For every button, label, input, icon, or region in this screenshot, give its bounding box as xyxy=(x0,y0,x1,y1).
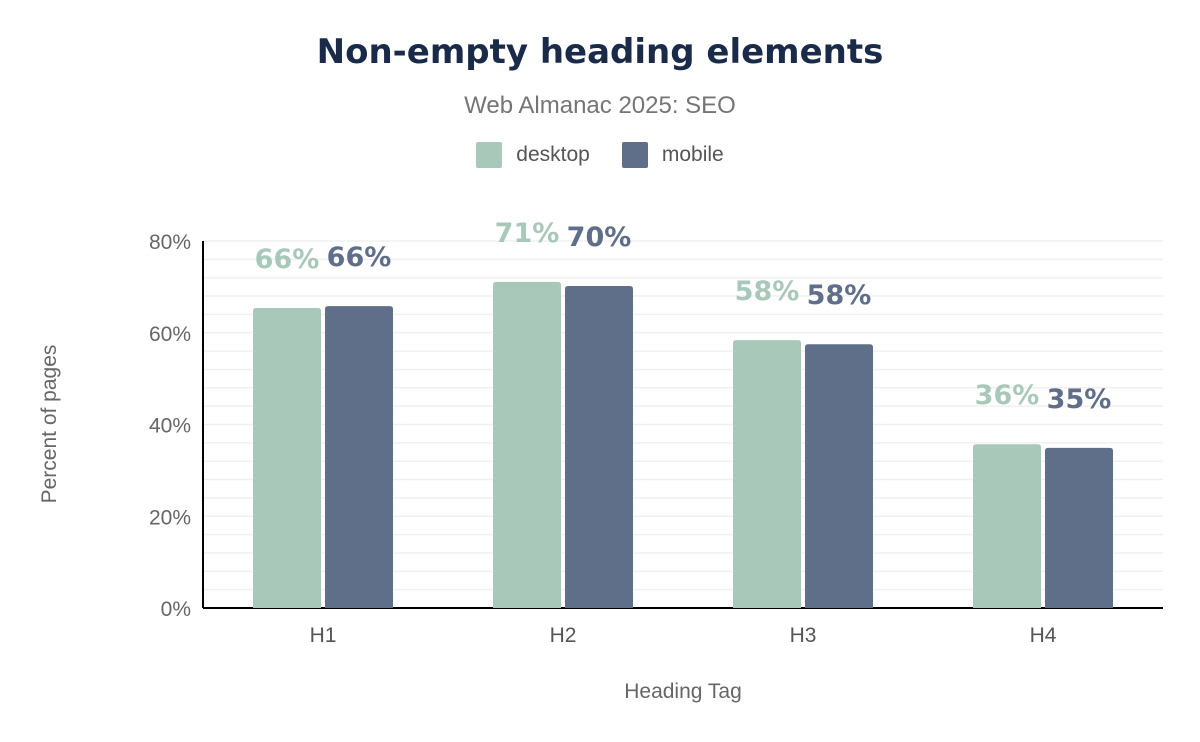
y-tick-label: 60% xyxy=(149,323,191,346)
data-label-mobile: 58% xyxy=(807,280,872,311)
y-axis-title: Percent of pages xyxy=(38,345,61,504)
legend-label-desktop: desktop xyxy=(516,143,590,166)
y-tick-label: 40% xyxy=(149,415,191,438)
bar-desktop xyxy=(493,281,561,608)
bar-desktop xyxy=(733,340,801,608)
bar-mobile xyxy=(1045,447,1113,608)
data-label-desktop: 66% xyxy=(255,244,320,275)
bar-desktop xyxy=(973,444,1041,608)
x-tick-label: H3 xyxy=(790,624,817,647)
data-label-mobile: 35% xyxy=(1047,384,1112,415)
legend-item-mobile[interactable]: mobile xyxy=(621,142,724,168)
legend: desktop mobile xyxy=(0,142,1200,168)
legend-item-desktop[interactable]: desktop xyxy=(476,142,590,168)
x-tick-label: H1 xyxy=(310,624,337,647)
data-label-mobile: 66% xyxy=(327,242,392,273)
data-label-desktop: 71% xyxy=(495,218,560,249)
chart-subtitle: Web Almanac 2025: SEO xyxy=(464,92,736,119)
y-tick-label: 0% xyxy=(161,598,191,621)
bar-mobile xyxy=(325,306,393,608)
data-label-mobile: 70% xyxy=(567,222,632,253)
x-tick-label: H2 xyxy=(550,624,577,647)
chart-title: Non-empty heading elements xyxy=(316,32,884,72)
data-label-desktop: 58% xyxy=(735,276,800,307)
x-axis-title: Heading Tag xyxy=(624,680,742,703)
legend-swatch-desktop xyxy=(476,142,503,168)
data-label-desktop: 36% xyxy=(975,380,1040,411)
legend-swatch-mobile xyxy=(621,142,648,168)
y-tick-label: 80% xyxy=(149,231,191,254)
bar-mobile xyxy=(565,285,633,608)
legend-label-mobile: mobile xyxy=(661,143,724,166)
bar-mobile xyxy=(805,344,873,608)
bar-desktop xyxy=(253,307,321,608)
y-tick-label: 20% xyxy=(149,506,191,529)
x-tick-label: H4 xyxy=(1030,624,1057,647)
